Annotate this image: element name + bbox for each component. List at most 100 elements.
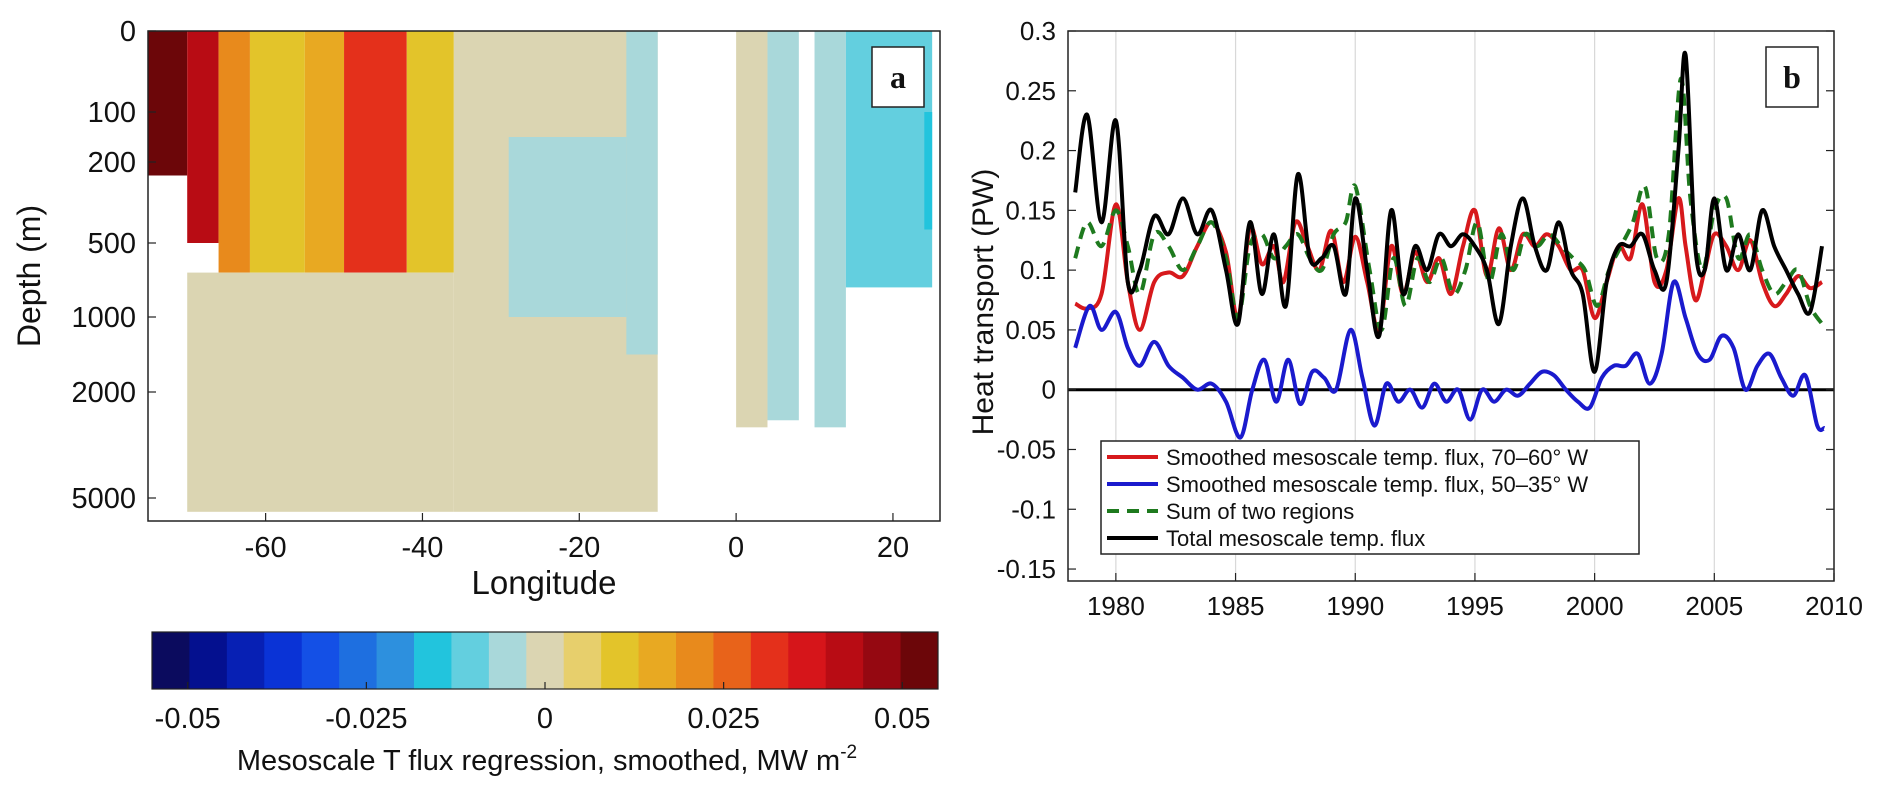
panel-b-series [1073, 50, 1826, 440]
panel-a-x-ticks: -60 -40 -20 0 20 [245, 513, 909, 564]
colorbar-label-superscript: -2 [840, 742, 857, 763]
panel-b-label: b [1783, 59, 1801, 95]
heatmap-cell [736, 31, 768, 428]
legend-label-3: Sum of two regions [1166, 499, 1354, 524]
colorbar-tick-label: -0.05 [155, 703, 221, 735]
y-tick-label: -0.15 [997, 554, 1056, 584]
colorbar-swatch [713, 632, 752, 689]
colorbar-swatch [301, 632, 340, 689]
colorbar-swatch [676, 632, 714, 689]
y-tick-label: 0.15 [1005, 195, 1056, 225]
colorbar-cells [152, 632, 939, 689]
colorbar-tick-label: 0 [537, 703, 553, 735]
y-tick-label: 5000 [71, 483, 136, 515]
series-line-4 [1073, 50, 1824, 374]
x-tick-label: 1990 [1326, 591, 1384, 621]
series-line-2 [1073, 279, 1826, 440]
x-tick-label: 2000 [1566, 591, 1624, 621]
colorbar-swatch [488, 632, 527, 689]
y-tick-label: 100 [88, 97, 136, 129]
x-tick-label: 1980 [1087, 591, 1145, 621]
panel-a-y-ticks: 0 100 200 500 1000 2000 5000 [71, 16, 156, 515]
heatmap-cell [814, 31, 846, 428]
heatmap-cell [187, 272, 454, 512]
colorbar-label: Mesoscale T flux regression, smoothed, M… [237, 742, 857, 777]
y-tick-label: 0.25 [1005, 76, 1056, 106]
panel-a: -60 -40 -20 0 20 0 100 200 500 1000 2000 5000 Long… [11, 16, 941, 601]
y-tick-label: 500 [88, 228, 136, 260]
legend-label-4: Total mesoscale temp. flux [1166, 526, 1425, 551]
y-tick-label: 200 [88, 147, 136, 179]
x-tick-label: 20 [877, 532, 909, 564]
heatmap-cells [148, 31, 933, 512]
x-tick-label: 0 [728, 532, 744, 564]
y-tick-label: -0.1 [1011, 494, 1056, 524]
colorbar-swatch [414, 632, 452, 689]
y-tick-label: 0 [120, 16, 136, 48]
panel-a-label: a [890, 59, 906, 95]
y-tick-label: 0 [1042, 375, 1056, 405]
heatmap-cell [187, 31, 219, 243]
y-tick-label: 0.1 [1020, 255, 1056, 285]
x-tick-label: -20 [558, 532, 600, 564]
heatmap-cell [924, 112, 933, 230]
colorbar-ticks: -0.05 -0.025 0 0.025 0.05 [155, 682, 930, 735]
legend-items: Smoothed mesoscale temp. flux, 70–60° WS… [1107, 445, 1588, 551]
panel-b-x-ticks: 1980 1985 1990 1995 2000 2005 2010 [1087, 573, 1863, 621]
colorbar-swatch [264, 632, 303, 689]
colorbar-swatch [601, 632, 640, 689]
panel-b-label-box [1765, 46, 1819, 108]
panel-a-label-box [871, 46, 925, 108]
y-tick-label: 0.3 [1020, 16, 1056, 46]
heatmap-cell [508, 137, 627, 317]
heatmap-cell [344, 31, 407, 273]
colorbar-tick-label: 0.025 [687, 703, 760, 735]
panel-b-y-label: Heat transport (PW) [967, 169, 1000, 436]
legend: Smoothed mesoscale temp. flux, 70–60° WS… [1100, 440, 1640, 555]
panel-b: 1980 1985 1990 1995 2000 2005 2010 -0.15-0.1-0… [967, 16, 1863, 621]
x-tick-label: 1995 [1446, 591, 1504, 621]
heatmap-cell [626, 31, 658, 355]
panel-b-frame [1067, 30, 1835, 582]
colorbar: -0.05 -0.025 0 0.025 0.05 Mesoscale T flux r… [151, 631, 939, 777]
legend-box [1100, 440, 1640, 555]
colorbar-label-text: Mesoscale T flux regression, smoothed, M… [237, 745, 840, 777]
heatmap-cell [249, 31, 305, 273]
colorbar-swatch [750, 632, 789, 689]
colorbar-tick-label: 0.05 [874, 703, 930, 735]
colorbar-swatch [226, 632, 265, 689]
heatmap-cell [304, 31, 345, 273]
y-tick-label: -0.05 [997, 434, 1056, 464]
colorbar-swatch [825, 632, 864, 689]
y-tick-label: 1000 [71, 302, 136, 334]
y-tick-label: 0.05 [1005, 315, 1056, 345]
y-tick-label: 2000 [71, 377, 136, 409]
x-tick-label: -40 [401, 532, 443, 564]
colorbar-swatch [376, 632, 415, 689]
colorbar-swatch [189, 632, 228, 689]
x-tick-label: -60 [245, 532, 287, 564]
colorbar-swatch [152, 632, 190, 689]
colorbar-swatch [788, 632, 827, 689]
colorbar-swatch [863, 632, 902, 689]
colorbar-swatch [563, 632, 602, 689]
x-tick-label: 1985 [1207, 591, 1265, 621]
colorbar-swatch [526, 632, 565, 689]
colorbar-swatch [339, 632, 378, 689]
y-tick-label: 0.2 [1020, 136, 1056, 166]
heatmap-cell [767, 31, 799, 421]
colorbar-tick-label: -0.025 [325, 703, 407, 735]
x-tick-label: 2005 [1685, 591, 1743, 621]
colorbar-swatch [638, 632, 677, 689]
heatmap-cell [218, 31, 250, 273]
colorbar-swatch [451, 632, 490, 689]
heatmap-cell [406, 31, 454, 273]
panel-a-frame [147, 30, 941, 522]
x-tick-label: 2010 [1805, 591, 1863, 621]
panel-a-y-label: Depth (m) [11, 205, 47, 347]
panel-a-x-label: Longitude [472, 564, 617, 601]
panel-b-y-ticks: -0.15 -0.1 -0.05 0 0.05 0.1 0.15 0.2 0.25 0.3 [997, 16, 1834, 584]
legend-label-1: Smoothed mesoscale temp. flux, 70–60° W [1166, 445, 1588, 470]
legend-label-2: Smoothed mesoscale temp. flux, 50–35° W [1166, 472, 1588, 497]
colorbar-swatch [900, 632, 939, 689]
